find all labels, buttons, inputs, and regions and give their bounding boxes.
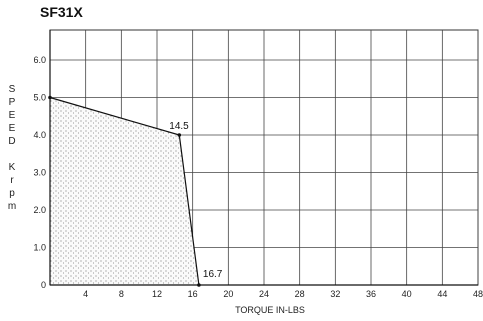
x-tick-label: 16: [188, 289, 198, 299]
y-tick-label: 2.0: [33, 205, 46, 215]
y-label-letter: P: [9, 97, 16, 108]
y-tick-label: 6.0: [33, 55, 46, 65]
annotations: 14.5 16.7: [169, 121, 223, 280]
y-tick-label: 3.0: [33, 168, 46, 178]
y-label-letter: E: [9, 110, 16, 121]
annotation-label: 16.7: [203, 269, 223, 280]
x-tick-label: 24: [259, 289, 269, 299]
x-tick-label: 8: [119, 289, 124, 299]
stippled-area: [50, 97, 199, 285]
annotation-label: 14.5: [169, 121, 189, 132]
y-label-letter: S: [9, 84, 16, 95]
x-axis-label: TORQUE IN-LBS: [235, 305, 305, 315]
x-tick-label: 44: [437, 289, 447, 299]
x-tick-label: 28: [295, 289, 305, 299]
x-tick-label: 12: [152, 289, 162, 299]
y-label-letter: r: [10, 175, 14, 186]
y-label-letter: E: [9, 123, 16, 134]
x-tick-label: 40: [402, 289, 412, 299]
data-point: [177, 133, 182, 137]
y-label-letter: D: [8, 136, 15, 147]
y-label-letter: p: [9, 188, 15, 199]
plot-area: [48, 30, 478, 287]
x-tick-label: 48: [473, 289, 483, 299]
chart-title: SF31X: [40, 4, 83, 20]
y-label-letter: K: [9, 162, 16, 173]
x-tick-label: 32: [330, 289, 340, 299]
y-label-letter: m: [8, 201, 16, 212]
x-tick-labels: 4 8 12 16 20 24 28 32 36 40 44 48: [83, 289, 483, 299]
y-tick-labels: 0 1.0 2.0 3.0 4.0 5.0 6.0: [33, 55, 46, 290]
x-tick-label: 36: [366, 289, 376, 299]
x-tick-label: 20: [223, 289, 233, 299]
x-tick-label: 4: [83, 289, 88, 299]
y-tick-label: 0: [41, 280, 46, 290]
y-tick-label: 5.0: [33, 93, 46, 103]
y-tick-label: 4.0: [33, 130, 46, 140]
y-tick-label: 1.0: [33, 243, 46, 253]
